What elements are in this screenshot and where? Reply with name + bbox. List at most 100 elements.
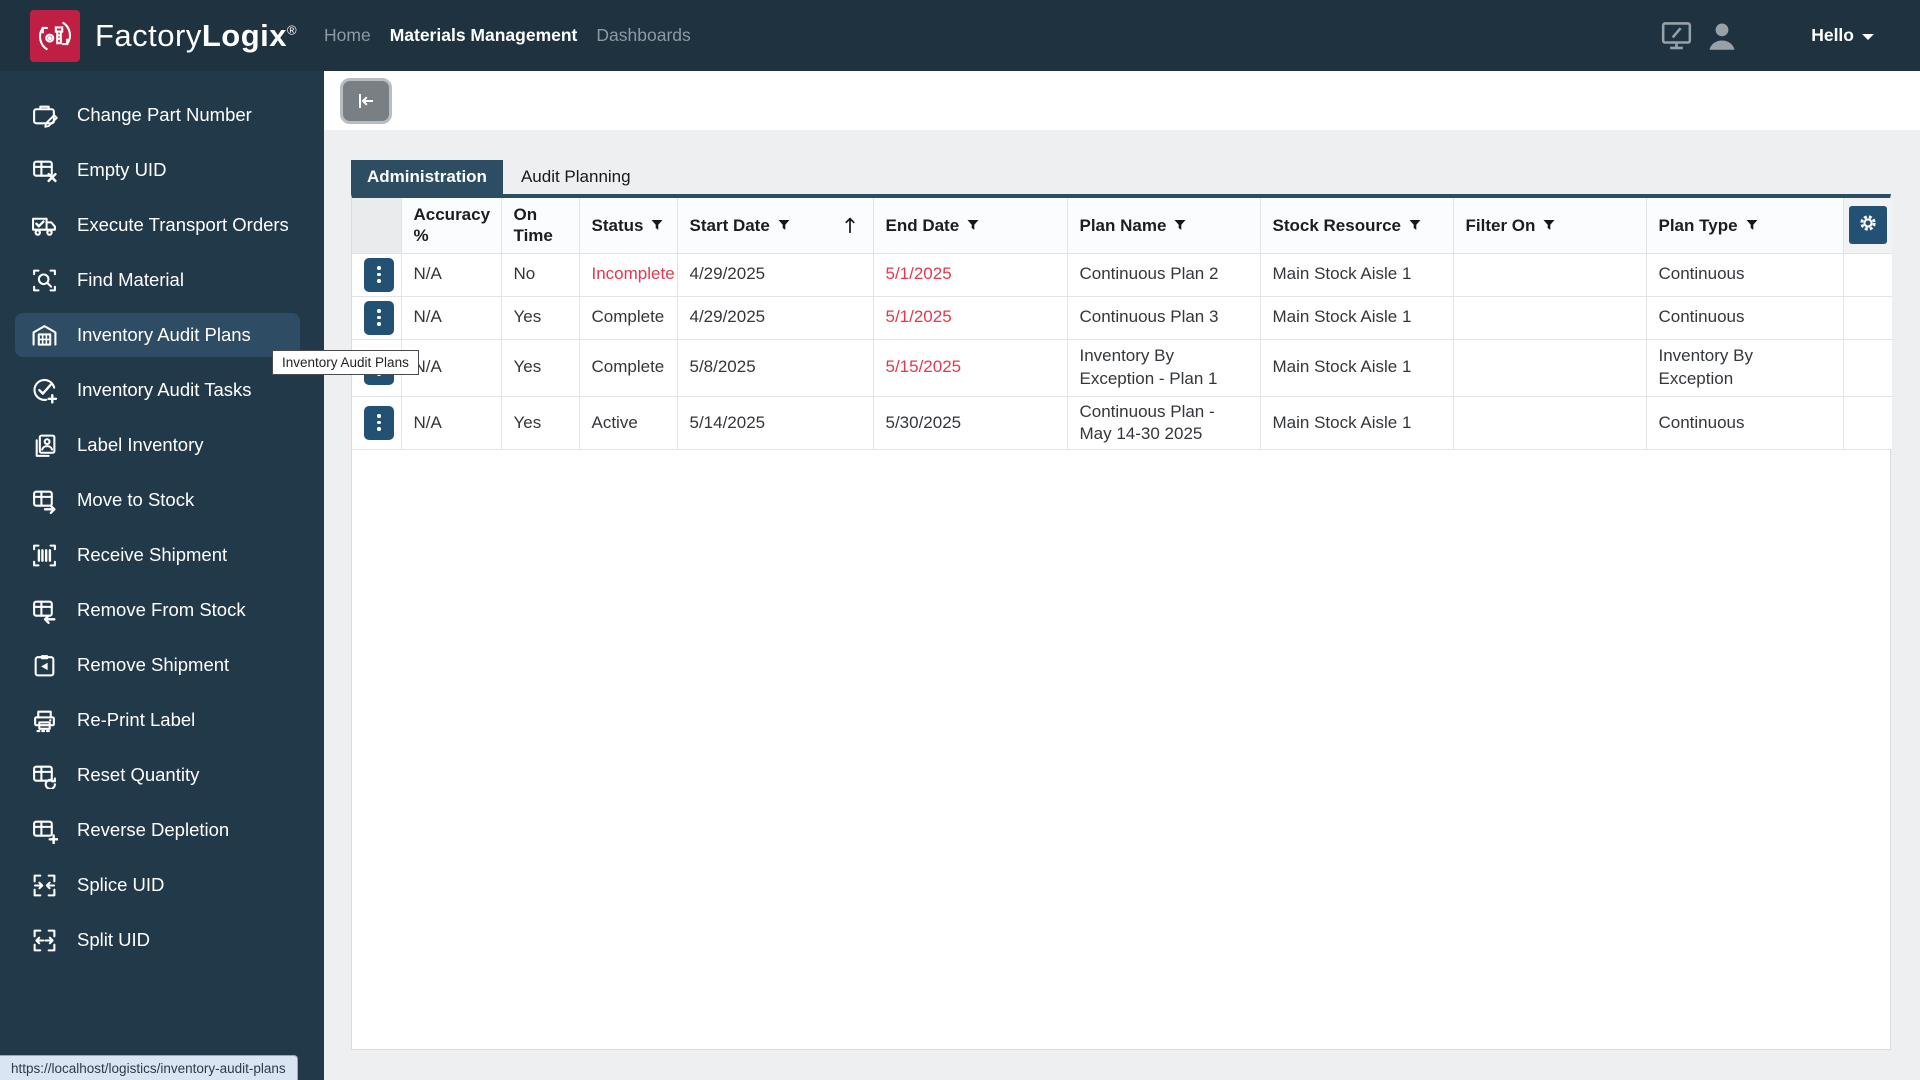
sidebar-item-move-to-stock[interactable]: Move to Stock (15, 478, 300, 522)
cell-status: Complete (579, 339, 678, 397)
filter-funnel-icon[interactable] (778, 219, 790, 231)
topnav-item-dashboards[interactable]: Dashboards (596, 25, 691, 45)
filter-funnel-icon[interactable] (1174, 219, 1186, 231)
cell-accuracy: N/A (401, 253, 502, 297)
sidebar-item-label: Execute Transport Orders (77, 214, 289, 235)
sidebar-nav: Change Part Number Empty UID Execute Tra… (0, 71, 324, 1080)
cell-end: 5/15/2025 (873, 339, 1068, 397)
sidebar-item-label: Find Material (77, 269, 184, 290)
sidebar-item-label: Label Inventory (77, 434, 204, 455)
app-logo: FactoryLogix® (0, 9, 300, 62)
column-label: Stock Resource (1272, 215, 1402, 235)
sidebar-item-inventory-audit-tasks[interactable]: Inventory Audit Tasks (15, 368, 300, 412)
column-header-plan-type[interactable]: Plan Type (1646, 198, 1844, 254)
sidebar-item-splice-uid[interactable]: Splice UID (15, 863, 300, 907)
cell-on-time: Yes (501, 396, 580, 450)
topnav-item-home[interactable]: Home (324, 25, 371, 45)
cell-settings (1843, 296, 1892, 340)
row-menu-button[interactable] (364, 300, 394, 335)
sidebar-item-reverse-depletion[interactable]: Reverse Depletion (15, 808, 300, 852)
sidebar-item-label: Receive Shipment (77, 544, 228, 565)
brand-name: FactoryLogix® (95, 17, 298, 53)
sidebar-item-label-inventory[interactable]: Label Inventory (15, 423, 300, 467)
sidebar-item-inventory-audit-plans[interactable]: Inventory Audit Plans (15, 313, 300, 357)
sidebar-item-label: Move to Stock (77, 489, 195, 510)
briefcase-pencil-icon (30, 101, 58, 129)
sidebar-item-label: Remove From Stock (77, 599, 246, 620)
sidebar-item-label: Change Part Number (77, 104, 252, 125)
sidebar-item-remove-from-stock[interactable]: Remove From Stock (15, 588, 300, 632)
filter-funnel-icon[interactable] (967, 219, 979, 231)
column-label: On Time (513, 205, 553, 246)
table-row: N/A Yes Complete 5/8/2025 5/15/2025 Inventory… (352, 339, 1892, 397)
column-label: Plan Name (1079, 215, 1167, 235)
cell-actions (352, 253, 402, 297)
id-cards-icon (30, 431, 58, 459)
cell-stock: Main Stock Aisle 1 (1260, 253, 1454, 297)
sidebar-item-split-uid[interactable]: Split UID (15, 918, 300, 962)
sidebar-item-receive-shipment[interactable]: Receive Shipment (15, 533, 300, 577)
cell-settings (1843, 396, 1892, 450)
cell-plan-name: Continuous Plan - May 14-30 2025 (1067, 396, 1261, 450)
scan-search-icon (30, 266, 58, 294)
sidebar-item-label: Remove Shipment (77, 654, 230, 675)
grid-refresh-icon (30, 761, 58, 789)
cell-start: 4/29/2025 (677, 296, 874, 340)
cell-filter-on (1453, 253, 1647, 297)
tab-administration[interactable]: Administration (351, 160, 503, 194)
column-header-accuracy: Accuracy % (401, 198, 502, 254)
cell-plan-name: Continuous Plan 3 (1067, 296, 1261, 340)
column-header-filter-on[interactable]: Filter On (1453, 198, 1647, 254)
status-url: https://localhost/logistics/inventory-au… (11, 1060, 286, 1076)
sidebar-item-remove-shipment[interactable]: Remove Shipment (15, 643, 300, 687)
grid-plus-icon (30, 816, 58, 844)
grid-arrow-right-icon (30, 486, 58, 514)
arrows-in-icon (30, 871, 58, 899)
cell-stock: Main Stock Aisle 1 (1260, 339, 1454, 397)
column-label: End Date (885, 215, 960, 235)
column-header-end-date[interactable]: End Date (873, 198, 1068, 254)
topnav-item-materials-management[interactable]: Materials Management (389, 25, 578, 45)
check-circle-plus-icon (30, 376, 58, 404)
table-row: N/A Yes Active 5/14/2025 5/30/2025 Continuous… (352, 396, 1892, 450)
filter-funnel-icon[interactable] (651, 219, 663, 231)
filter-funnel-icon[interactable] (1746, 219, 1758, 231)
row-menu-button[interactable] (364, 405, 394, 440)
kebab-icon (377, 414, 381, 431)
cell-on-time: Yes (501, 339, 580, 397)
user-avatar-icon[interactable] (1705, 19, 1739, 53)
tab-audit-planning[interactable]: Audit Planning (520, 167, 631, 186)
column-settings-button[interactable] (1848, 206, 1887, 245)
cell-accuracy: N/A (401, 396, 502, 450)
user-menu[interactable]: Hello (1811, 25, 1874, 46)
cell-on-time: Yes (501, 296, 580, 340)
filter-funnel-icon[interactable] (1543, 219, 1555, 231)
sort-ascending-icon[interactable] (843, 216, 857, 235)
column-header-blank (352, 198, 402, 254)
grid-x-icon (30, 156, 58, 184)
cell-start: 4/29/2025 (677, 253, 874, 297)
column-header-stock-resource[interactable]: Stock Resource (1260, 198, 1454, 254)
sidebar-item-change-part-number[interactable]: Change Part Number (15, 93, 300, 137)
row-menu-button[interactable] (364, 257, 394, 292)
sidebar-item-reset-quantity[interactable]: Reset Quantity (15, 753, 300, 797)
sidebar-item-empty-uid[interactable]: Empty UID (15, 148, 300, 192)
cell-status: Active (579, 396, 678, 450)
column-header-plan-name[interactable]: Plan Name (1067, 198, 1261, 254)
page-toolbar (324, 71, 1920, 130)
monitor-edit-icon[interactable] (1659, 19, 1693, 53)
cell-accuracy: N/A (401, 296, 502, 340)
cell-plan-name: Continuous Plan 2 (1067, 253, 1261, 297)
collapse-panel-button[interactable] (340, 77, 392, 124)
sidebar-item-re-print-label[interactable]: Re-Print Label (15, 698, 300, 742)
browser-status-bar: https://localhost/logistics/inventory-au… (0, 1055, 298, 1080)
column-label: Start Date (689, 215, 770, 235)
column-header-start-date[interactable]: Start Date (677, 198, 874, 254)
sidebar-item-find-material[interactable]: Find Material (15, 258, 300, 302)
filter-funnel-icon[interactable] (1409, 219, 1421, 231)
sidebar-item-execute-transport-orders[interactable]: Execute Transport Orders (15, 203, 300, 247)
cell-end: 5/1/2025 (873, 253, 1068, 297)
column-header-status[interactable]: Status (579, 198, 678, 254)
cell-stock: Main Stock Aisle 1 (1260, 296, 1454, 340)
top-bar: FactoryLogix® Home Materials Management Da… (0, 0, 1920, 71)
